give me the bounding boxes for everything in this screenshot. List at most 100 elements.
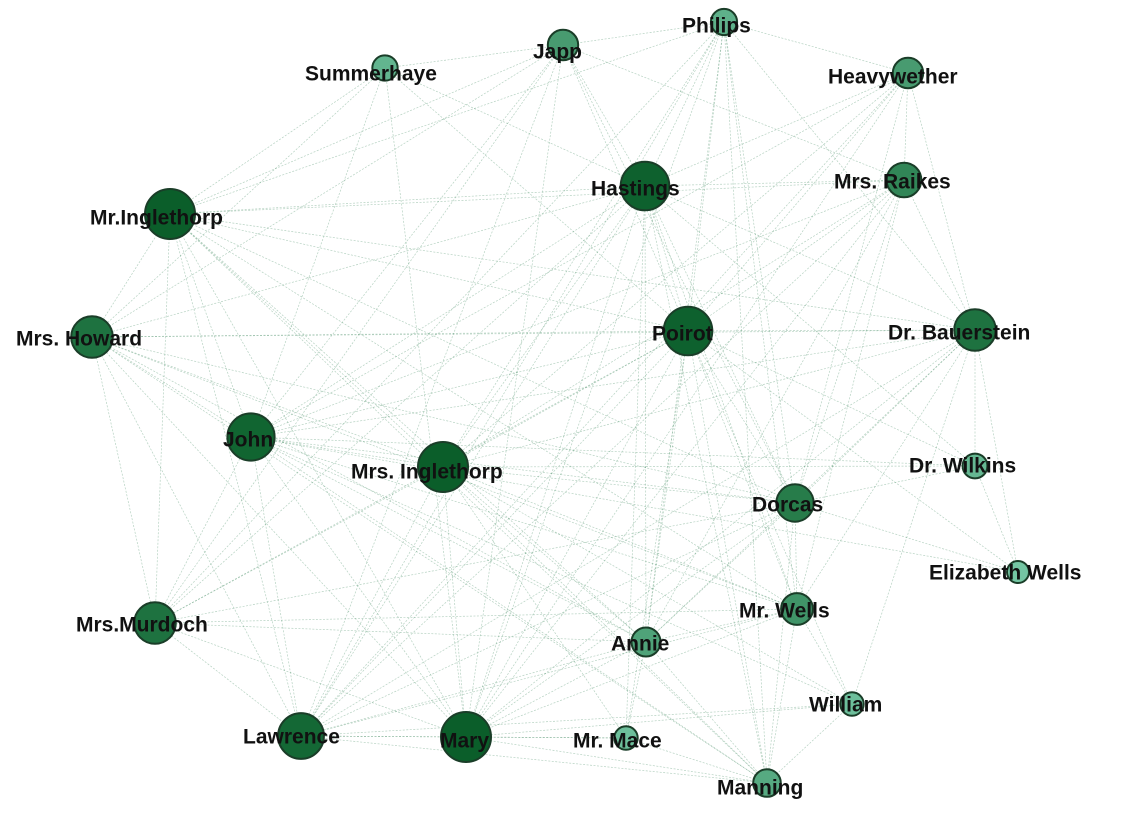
- edge-lawrence-manning: [300, 735, 768, 784]
- edge-summerhaye-hastings: [384, 67, 646, 187]
- node-annie[interactable]: [630, 626, 662, 658]
- node-japp[interactable]: [546, 28, 580, 62]
- edge-hastings-mr_wells: [644, 185, 798, 610]
- edges-layer: [91, 21, 1019, 784]
- edge-hastings-mr_mace: [625, 185, 646, 739]
- edge-japp-poirot: [562, 44, 689, 332]
- edge-poirot-william: [687, 330, 853, 705]
- edge-poirot-mr_mace: [625, 330, 689, 739]
- edge-mr_wells-lawrence: [300, 608, 798, 737]
- edge-mrs_raikes-mrs_inglethorp: [442, 179, 905, 468]
- edge-poirot-elizabeth_wells: [687, 330, 1019, 573]
- edge-summerhaye-mary: [384, 67, 467, 738]
- node-label-mrs-howard: Mrs. Howard: [16, 328, 142, 351]
- edge-dr_bauerstein-elizabeth_wells: [974, 329, 1019, 573]
- node-label-japp: Japp: [533, 41, 582, 64]
- edge-philips-poirot: [687, 21, 725, 332]
- edge-hastings-mrs_murdoch: [154, 185, 646, 624]
- node-label-poirot: Poirot: [652, 323, 713, 346]
- edge-mr_inglethorp-manning: [169, 213, 768, 784]
- edge-mr_inglethorp-mary: [169, 213, 467, 738]
- edge-mr_inglethorp-mrs_murdoch: [154, 213, 171, 624]
- edge-hastings-john: [250, 185, 646, 438]
- node-lawrence[interactable]: [277, 712, 325, 760]
- edge-mrs_howard-mrs_inglethorp: [91, 336, 444, 468]
- edge-john-william: [250, 436, 853, 705]
- node-mr-mace[interactable]: [613, 725, 639, 751]
- node-heavywether[interactable]: [891, 56, 925, 90]
- node-john[interactable]: [226, 412, 276, 462]
- edge-mrs_inglethorp-mr_wells: [442, 466, 798, 610]
- edge-poirot-mrs_inglethorp: [442, 330, 689, 468]
- edge-philips-mrs_inglethorp: [442, 21, 725, 468]
- edge-poirot-dorcas: [687, 330, 796, 504]
- node-summerhaye[interactable]: [371, 54, 399, 82]
- node-manning[interactable]: [752, 768, 782, 798]
- edge-poirot-manning: [687, 330, 768, 784]
- edge-dr_bauerstein-mary: [465, 329, 976, 738]
- edge-hastings-dorcas: [644, 185, 796, 504]
- labels-layer: Summerhaye Japp Philips Heavywether Mrs. Rai…: [16, 15, 1082, 800]
- node-philips[interactable]: [709, 7, 739, 37]
- edge-japp-john: [250, 44, 564, 438]
- edge-john-mrs_inglethorp: [250, 436, 444, 468]
- edge-summerhaye-poirot: [384, 67, 689, 332]
- node-label-mr-inglethorp: Mr.Inglethorp: [90, 207, 223, 230]
- edge-summerhaye-john: [250, 67, 386, 438]
- node-mary[interactable]: [440, 711, 492, 763]
- edge-dorcas-mrs_murdoch: [154, 502, 796, 624]
- node-mrs-raikes[interactable]: [885, 161, 923, 199]
- edge-mr_inglethorp-mr_wells: [169, 213, 798, 610]
- edge-dr_bauerstein-john: [250, 329, 976, 438]
- edge-philips-mary: [465, 21, 725, 738]
- edge-heavywether-mrs_inglethorp: [442, 72, 909, 468]
- edge-mr_inglethorp-dr_bauerstein: [169, 213, 976, 331]
- node-label-dr-wilkins: Dr. Wilkins: [909, 455, 1016, 478]
- node-label-mr-mace: Mr. Mace: [573, 730, 662, 753]
- edge-mr_inglethorp-poirot: [169, 213, 689, 332]
- edge-mrs_raikes-hastings: [644, 179, 905, 187]
- edge-heavywether-dorcas: [794, 72, 909, 504]
- edge-poirot-mr_wells: [687, 330, 798, 610]
- node-label-mrs-inglethorp: Mrs. Inglethorp: [351, 461, 503, 484]
- edge-dr_wilkins-elizabeth_wells: [974, 465, 1019, 573]
- edge-heavywether-poirot: [687, 72, 909, 332]
- edge-heavywether-hastings: [644, 72, 909, 187]
- edge-john-annie: [250, 436, 647, 643]
- node-poirot[interactable]: [662, 305, 714, 357]
- edge-mrs_raikes-mr_inglethorp: [169, 179, 905, 215]
- edge-john-lawrence: [250, 436, 302, 737]
- edge-john-mr_wells: [250, 436, 798, 610]
- edge-poirot-lawrence: [300, 330, 689, 737]
- node-label-mr-wells: Mr. Wells: [739, 600, 830, 623]
- edge-mrs_inglethorp-mrs_murdoch: [154, 466, 444, 624]
- nodes-layer: [70, 7, 1030, 798]
- node-mrs-howard[interactable]: [70, 315, 114, 359]
- node-william[interactable]: [839, 691, 865, 717]
- edge-hastings-dr_wilkins: [644, 185, 976, 467]
- node-label-elizabeth-wells: Elizabeth Wells: [929, 562, 1082, 585]
- node-hastings[interactable]: [619, 160, 671, 212]
- edge-japp-mrs_raikes: [562, 44, 905, 181]
- node-elizabeth-wells[interactable]: [1006, 560, 1030, 584]
- edge-john-dr_wilkins: [250, 436, 976, 467]
- edge-poirot-dr_wilkins: [687, 330, 976, 467]
- node-dorcas[interactable]: [775, 483, 815, 523]
- edge-mrs_inglethorp-william: [442, 466, 853, 705]
- edge-dorcas-lawrence: [300, 502, 796, 737]
- edge-dorcas-mary: [465, 502, 796, 738]
- edge-hastings-annie: [644, 185, 647, 643]
- node-label-hastings: Hastings: [591, 178, 680, 201]
- node-label-john: John: [223, 429, 273, 452]
- node-dr-wilkins[interactable]: [961, 452, 989, 480]
- node-dr-bauerstein[interactable]: [953, 308, 997, 352]
- node-mrs-inglethorp[interactable]: [417, 441, 469, 493]
- node-mrs-murdoch[interactable]: [133, 601, 177, 645]
- node-mr-inglethorp[interactable]: [144, 188, 196, 240]
- node-mr-wells[interactable]: [780, 592, 814, 626]
- edge-summerhaye-mr_inglethorp: [169, 67, 386, 215]
- node-label-philips: Philips: [682, 15, 751, 38]
- edge-william-lawrence: [300, 703, 853, 737]
- node-label-mrs-murdoch: Mrs.Murdoch: [76, 614, 208, 637]
